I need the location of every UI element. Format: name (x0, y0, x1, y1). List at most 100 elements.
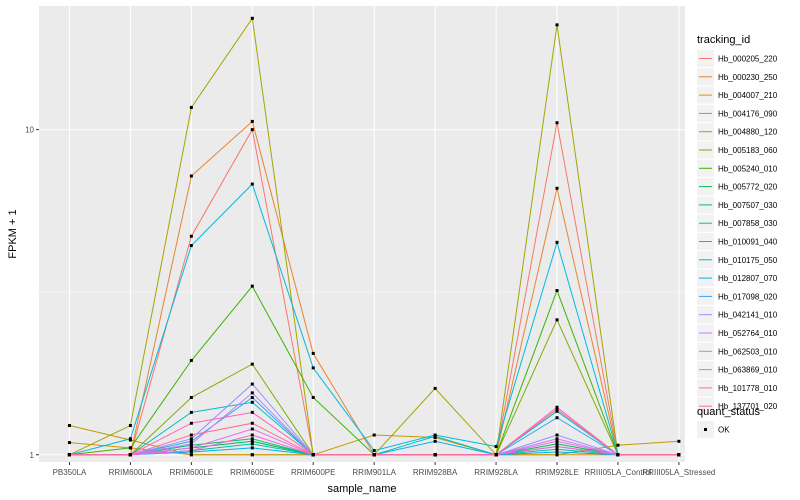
data-point (311, 396, 315, 400)
data-point (555, 289, 559, 293)
data-point (555, 450, 559, 454)
data-point (189, 437, 193, 441)
data-point (250, 439, 254, 443)
data-point (433, 386, 437, 390)
legend-label: Hb_010091_040 (718, 238, 778, 247)
data-point (555, 447, 559, 451)
legend-label: Hb_005240_010 (718, 164, 778, 173)
data-point (555, 439, 559, 443)
data-point (189, 396, 193, 400)
data-point (555, 186, 559, 190)
legend-label: Hb_012807_070 (718, 274, 778, 283)
y-axis: 1 10 (25, 126, 39, 460)
data-point (189, 358, 193, 362)
data-point (250, 410, 254, 414)
legend-label: Hb_062503_010 (718, 347, 778, 356)
data-point (555, 433, 559, 437)
data-point (677, 439, 681, 443)
data-point (128, 424, 132, 428)
legend-label: Hb_017098_020 (718, 292, 778, 301)
data-point (67, 453, 71, 457)
data-point (555, 405, 559, 409)
data-point (555, 416, 559, 420)
data-point (250, 437, 254, 441)
series-points (67, 16, 681, 457)
data-point (250, 446, 254, 450)
data-point (677, 453, 681, 457)
data-point (555, 453, 559, 457)
x-tick-label: RRIII05LA_Stressed (642, 468, 715, 477)
legend-title: tracking_id (697, 34, 750, 46)
data-point (250, 119, 254, 123)
data-point (250, 391, 254, 395)
legend-label: Hb_000205_220 (718, 55, 778, 64)
x-tick-label: PB350LA (53, 468, 87, 477)
data-point (311, 453, 315, 457)
data-point (433, 439, 437, 443)
data-point (433, 453, 437, 457)
data-point (128, 446, 132, 450)
data-point (311, 351, 315, 355)
major-gridlines (39, 6, 685, 462)
legend-label: Hb_063869_010 (718, 366, 778, 375)
data-point (67, 441, 71, 445)
data-point (250, 453, 254, 457)
data-point (616, 443, 620, 447)
x-tick-label: RRIM928LE (535, 468, 579, 477)
data-point (494, 453, 498, 457)
data-point (189, 174, 193, 178)
data-point (311, 366, 315, 370)
data-point (555, 437, 559, 441)
data-point (128, 453, 132, 457)
x-axis-title: sample_name (327, 483, 396, 495)
data-point (372, 453, 376, 457)
legend-label: Hb_052764_010 (718, 329, 778, 338)
data-point (555, 23, 559, 27)
data-point (189, 234, 193, 238)
legend-label: Hb_101778_010 (718, 384, 778, 393)
data-point (555, 318, 559, 322)
y-tick-label: 10 (25, 126, 34, 135)
data-point (189, 433, 193, 437)
x-tick-label: RRIM928LA (474, 468, 518, 477)
data-point (189, 421, 193, 425)
data-point (67, 424, 71, 428)
data-point (128, 437, 132, 441)
data-point (189, 453, 193, 457)
data-point (250, 400, 254, 404)
data-point (250, 382, 254, 386)
plot-panel (39, 6, 685, 462)
legend-label: Hb_005772_020 (718, 183, 778, 192)
data-point (189, 446, 193, 450)
data-point (433, 433, 437, 437)
x-tick-label: RRIM928BA (413, 468, 458, 477)
x-tick-label: RRIM600LA (109, 468, 153, 477)
data-point (189, 105, 193, 109)
legend-label: Hb_010175_050 (718, 256, 778, 265)
x-tick-label: RRIM901LA (352, 468, 396, 477)
data-point (555, 407, 559, 411)
data-point (250, 362, 254, 366)
data-point (189, 442, 193, 446)
data-point (250, 421, 254, 425)
data-point (250, 433, 254, 437)
data-point (555, 409, 559, 413)
legend-label: Hb_007858_030 (718, 219, 778, 228)
legend-label: Hb_042141_010 (718, 311, 778, 320)
data-point (250, 16, 254, 20)
x-tick-label: RRIII05LA_Control (584, 468, 651, 477)
x-tick-label: RRIM600SE (230, 468, 274, 477)
data-point (616, 453, 620, 457)
legend-label: Hb_004880_120 (718, 128, 778, 137)
legend2-swatch-point (704, 428, 707, 431)
legend-quant-status: quant_status OK (697, 406, 760, 438)
data-point (189, 244, 193, 248)
data-point (555, 240, 559, 244)
data-point (250, 128, 254, 132)
legend2-title: quant_status (697, 406, 760, 418)
data-point (494, 445, 498, 449)
data-point (250, 427, 254, 431)
legend-label: Hb_137701_020 (718, 402, 778, 411)
x-axis: PB350LA RRIM600LA RRIM600LE RRIM600SE RRIM60… (53, 462, 715, 477)
